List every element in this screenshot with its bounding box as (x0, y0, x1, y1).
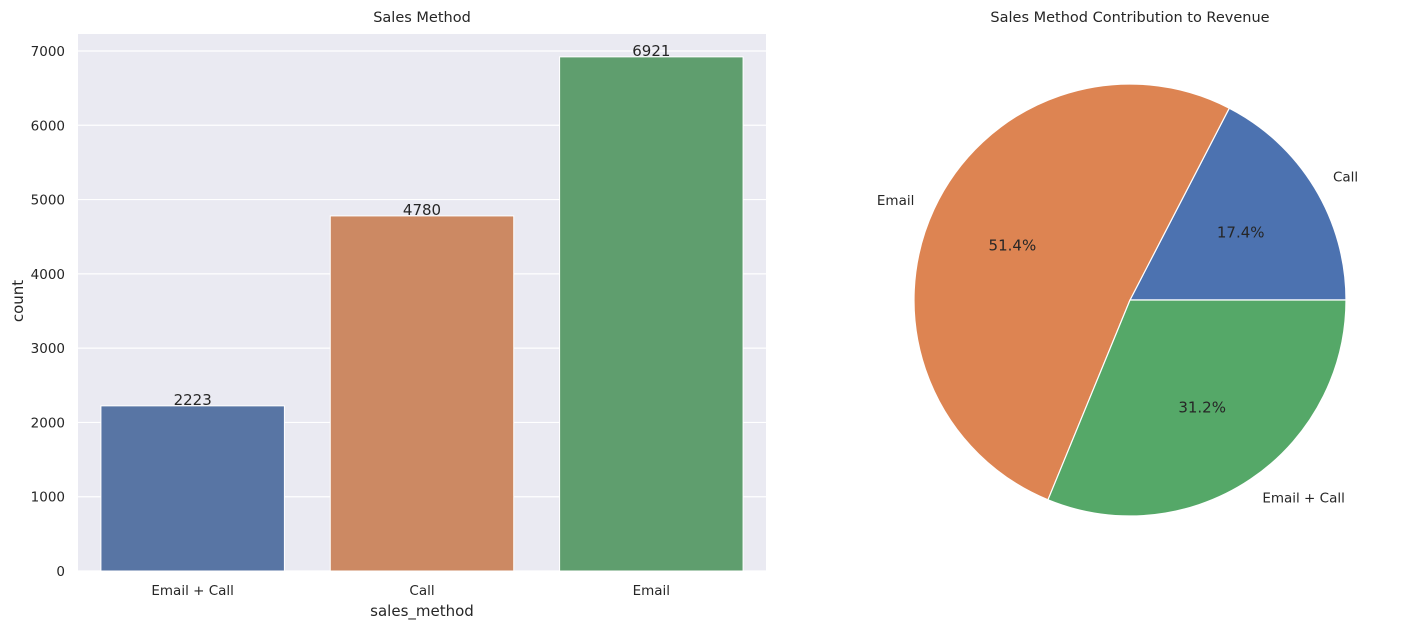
y-tick-label: 1000 (31, 490, 65, 506)
y-tick-label: 4000 (31, 267, 65, 283)
y-tick-label: 6000 (31, 118, 65, 134)
pie-labels: 17.4% Call 51.4% Email 31.2% Email + Call (877, 169, 1358, 506)
y-tick-label: 0 (56, 564, 65, 580)
pie-slice (913, 83, 1231, 501)
pie-category-label: Email + Call (1262, 490, 1345, 506)
pie-chart: Sales Method Contribution to Revenue 17.… (877, 10, 1358, 517)
x-tick-label: Email (633, 583, 670, 599)
bar-y-tick-labels: 0 1000 2000 3000 4000 5000 6000 7000 (31, 44, 65, 580)
bar-chart-title: Sales Method (373, 10, 471, 26)
bar-y-axis-label: count (9, 280, 27, 322)
bar-data-labels: 2223 4780 6921 (174, 42, 671, 409)
bar-data-label: 2223 (174, 391, 212, 409)
y-tick-label: 7000 (31, 44, 65, 60)
bar-series (100, 56, 744, 572)
bar-data-label: 6921 (632, 42, 670, 60)
bar-data-label: 4780 (403, 201, 441, 219)
pie-chart-title: Sales Method Contribution to Revenue (990, 10, 1269, 26)
y-tick-label: 3000 (31, 341, 65, 357)
bar-x-tick-labels: Email + Call Call Email (151, 583, 670, 599)
x-tick-label: Call (409, 583, 434, 599)
y-tick-label: 5000 (31, 193, 65, 209)
pie-percent-label: 31.2% (1178, 399, 1226, 417)
bar-x-axis-label: sales_method (370, 602, 474, 621)
y-tick-label: 2000 (31, 415, 65, 431)
bar (100, 405, 285, 572)
pie-category-label: Email (877, 193, 914, 209)
x-tick-label: Email + Call (151, 583, 234, 599)
pie-slice (1129, 107, 1347, 301)
pie-percent-label: 17.4% (1217, 224, 1265, 242)
bar (559, 56, 744, 572)
bar-chart: 0 1000 2000 3000 4000 5000 6000 7000 2223 4780 69… (9, 10, 766, 621)
bar (329, 215, 515, 572)
pie-slice (1047, 299, 1347, 517)
pie-category-label: Call (1333, 169, 1358, 185)
pie-slices (913, 83, 1347, 517)
pie-percent-label: 51.4% (989, 237, 1037, 255)
